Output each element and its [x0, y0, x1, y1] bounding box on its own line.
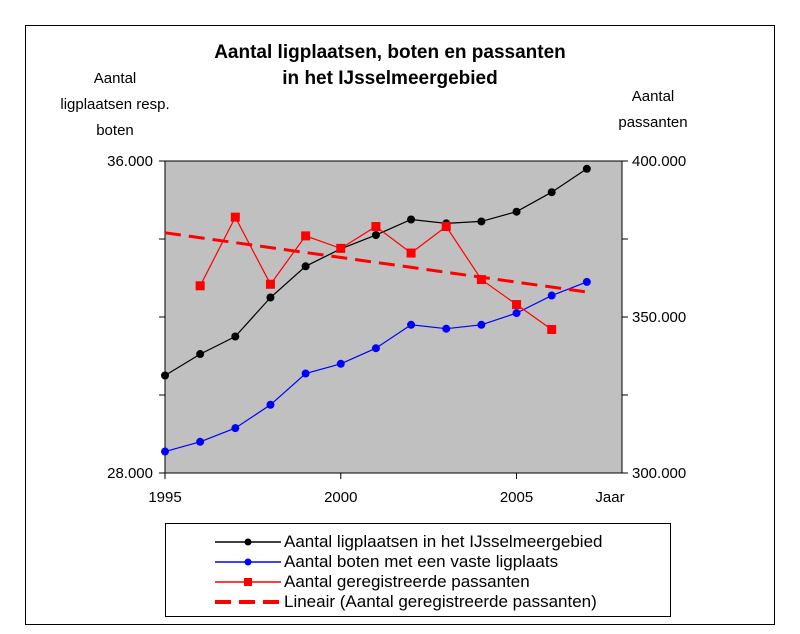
right-axis-title-line: Aantal	[631, 88, 675, 105]
series-1-point	[547, 291, 556, 300]
series-0-point	[301, 262, 310, 271]
series-0-point	[477, 217, 486, 226]
legend-item-ligplaatsen: Aantal ligplaatsen in het IJsselmeergebi…	[166, 532, 670, 552]
legend-label: Aantal geregistreerde passanten	[284, 572, 530, 591]
series-2-point	[265, 279, 275, 289]
y-left-tick-label: 36.000	[107, 153, 153, 170]
legend-sample-boten	[215, 558, 281, 566]
x-axis-title: Jaar	[595, 489, 624, 506]
legend-item-passanten: Aantal geregistreerde passanten	[166, 572, 670, 592]
chart-frame	[25, 25, 775, 625]
series-1-point	[336, 359, 345, 368]
legend-sample-lineair	[215, 600, 281, 604]
axes-layer	[159, 160, 628, 479]
series-1-point	[442, 324, 451, 333]
legend-item-boten: Aantal boten met een vaste ligplaats	[166, 552, 670, 572]
series-1-point	[371, 344, 380, 353]
series-2-point	[230, 212, 240, 222]
left-axis-title: Aantal ligplaatsen resp. boten	[30, 66, 200, 144]
y-right-tick-label: 400.000	[632, 153, 686, 170]
series-2-point	[406, 248, 416, 258]
series-2-point	[371, 222, 381, 232]
series-layer	[161, 164, 591, 456]
series-1-point	[477, 320, 486, 329]
legend: Aantal ligplaatsen in het IJsselmeergebi…	[165, 523, 671, 617]
series-0-point	[161, 371, 169, 380]
x-tick-label: 2000	[324, 489, 357, 506]
legend-sample-ligplaatsen	[215, 538, 281, 546]
series-0-point	[231, 332, 240, 341]
right-axis-title-line: passanten	[618, 114, 688, 131]
series-1-point	[266, 400, 275, 409]
legend-label: Aantal ligplaatsen in het IJsselmeergebi…	[284, 532, 603, 551]
y-right-tick-label: 300.000	[632, 465, 686, 482]
series-1-point	[196, 437, 205, 446]
legend-item-lineair: Lineair (Aantal geregistreerde passanten…	[166, 592, 670, 612]
x-tick-label: 1995	[148, 489, 181, 506]
series-2-point	[512, 300, 522, 310]
series-0-point	[371, 231, 380, 240]
chart-title-line1: Aantal ligplaatsen, boten en passanten	[214, 42, 566, 63]
left-axis-title-line: boten	[96, 122, 134, 139]
series-2-point	[195, 281, 205, 291]
chart-title-line2: in het IJsselmeergebied	[282, 68, 498, 89]
series-1-point	[582, 277, 591, 286]
y-left-tick-label: 28.000	[107, 465, 153, 482]
series-1-point	[301, 369, 310, 378]
legend-label: Lineair (Aantal geregistreerde passanten…	[284, 592, 597, 611]
series-2-point	[301, 231, 311, 241]
x-tick-label: 2005	[500, 489, 533, 506]
plot-area	[164, 160, 623, 474]
series-2-point	[336, 243, 346, 253]
y-right-tick-label: 350.000	[632, 309, 686, 326]
series-2-point	[476, 275, 486, 285]
series-1-point	[231, 424, 240, 433]
legend-sample-passanten	[215, 578, 281, 586]
series-0-point	[407, 215, 416, 224]
series-1-point	[512, 309, 521, 318]
left-axis-title-line: Aantal	[93, 70, 137, 87]
series-0-point	[512, 207, 521, 216]
legend-label: Aantal boten met een vaste ligplaats	[284, 552, 559, 571]
series-0-point	[547, 188, 556, 197]
series-0-point	[266, 293, 275, 302]
left-axis-title-line: ligplaatsen resp.	[60, 96, 170, 113]
series-0-point	[582, 164, 591, 173]
series-2-point	[441, 222, 451, 232]
series-1-point	[407, 320, 416, 329]
tick-label-layer: 36.000 28.000 400.000 350.000 300.000 1995 200…	[107, 153, 686, 506]
right-axis-title: Aantal passanten	[598, 84, 708, 136]
series-2-point	[547, 324, 557, 334]
series-1-point	[161, 447, 169, 456]
series-0-point	[196, 350, 205, 359]
